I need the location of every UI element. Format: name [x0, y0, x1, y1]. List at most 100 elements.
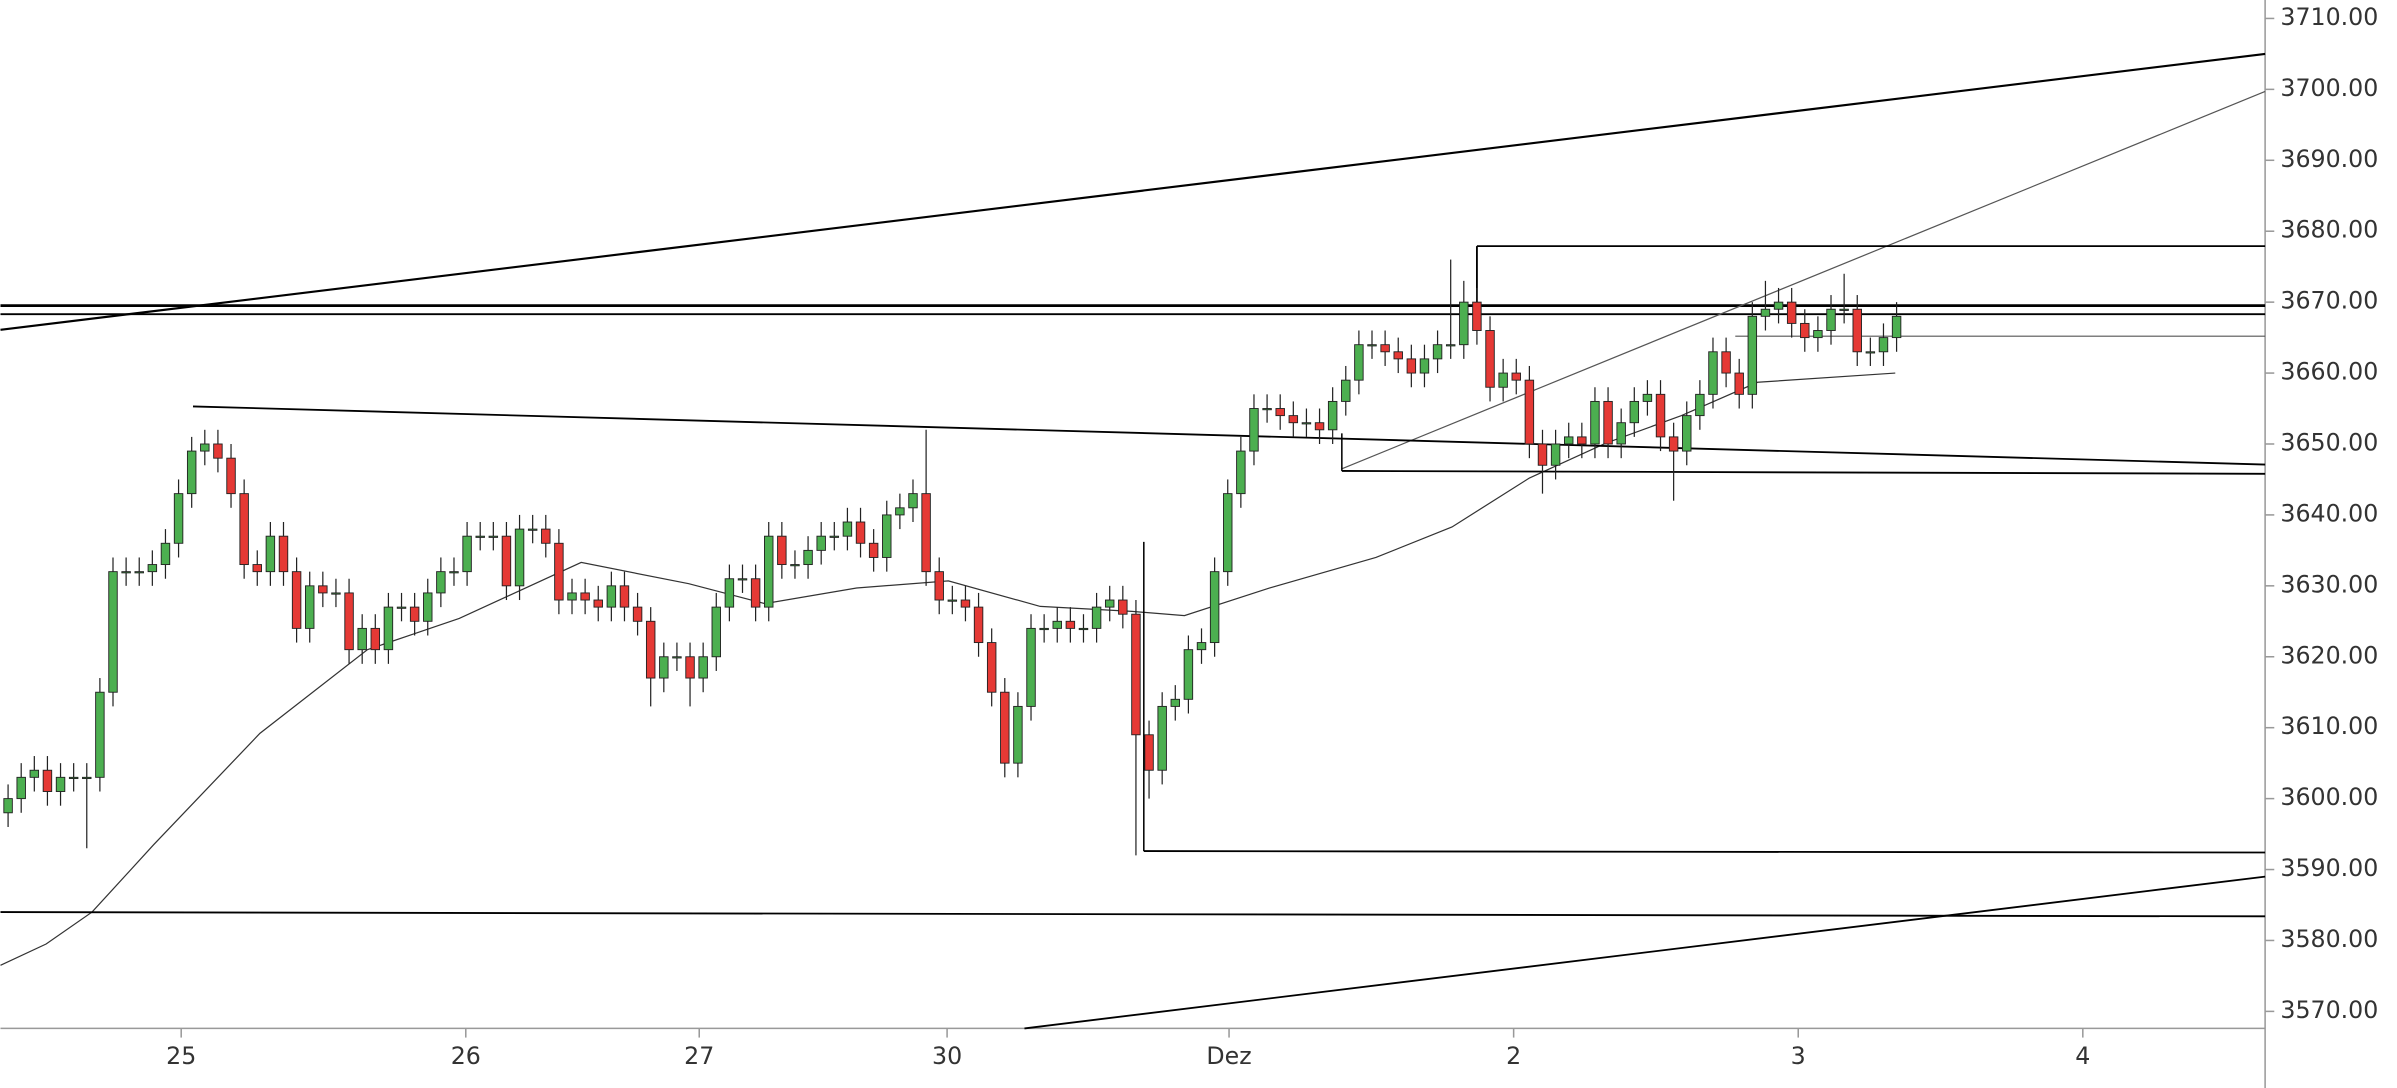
candle-body: [790, 564, 800, 567]
candle-body: [1747, 315, 1758, 395]
candle-body: [1800, 322, 1810, 339]
candle-body: [1065, 620, 1076, 629]
candle-body: [370, 627, 381, 651]
x-tick-label: 30: [932, 1042, 962, 1070]
candle-body: [1603, 400, 1613, 445]
candle-body: [449, 571, 459, 574]
candle-body: [1262, 408, 1272, 411]
drawn-line: [1341, 470, 2266, 475]
y-tick-label: 3710.00: [2280, 3, 2378, 31]
candle-body: [1223, 493, 1233, 573]
candle-body: [1026, 627, 1036, 707]
candle-body: [383, 606, 394, 651]
candle-body: [882, 514, 892, 558]
candle-body: [554, 542, 564, 601]
candle-body: [1590, 400, 1600, 445]
candle-body: [711, 606, 721, 658]
candle-body: [1209, 571, 1220, 644]
candle-body: [960, 599, 971, 608]
candle-body: [409, 606, 420, 622]
candle-body: [1852, 308, 1862, 353]
candle-body: [226, 457, 236, 495]
candle-body: [1459, 301, 1469, 346]
candle-body: [1734, 372, 1744, 395]
candle-body: [108, 571, 118, 693]
candle-body: [842, 521, 853, 537]
candle-body: [318, 585, 328, 594]
drawn-line: [1143, 850, 2266, 854]
y-tick-label: 3670.00: [2280, 287, 2378, 315]
candle-body: [1314, 422, 1325, 431]
candle-body: [921, 493, 931, 573]
y-tick-label: 3680.00: [2280, 216, 2378, 244]
candle-body: [29, 769, 40, 778]
candle-body: [580, 592, 590, 601]
y-tick-label: 3690.00: [2280, 145, 2378, 173]
candle-body: [488, 535, 499, 538]
candle-body: [895, 507, 905, 516]
candle-body: [1236, 450, 1246, 495]
candle-body: [632, 606, 643, 622]
candle-body: [291, 571, 302, 629]
candle-body: [803, 549, 813, 566]
candle-body: [947, 599, 958, 602]
candle-body: [672, 656, 682, 659]
candle-body: [764, 535, 774, 608]
candle-body: [1642, 393, 1653, 402]
candle-body: [200, 443, 210, 452]
candle-body: [55, 776, 66, 792]
candle-body: [1773, 301, 1784, 310]
candle-body: [986, 642, 997, 693]
candle-body: [1393, 351, 1403, 360]
candle-body: [1511, 372, 1521, 381]
candle-body: [436, 571, 446, 594]
candle-body: [1445, 344, 1456, 347]
candle-body: [344, 592, 354, 651]
candle-body: [501, 535, 512, 587]
candle-body: [1013, 705, 1023, 764]
candle-body: [396, 606, 407, 609]
y-tick-label: 3590.00: [2280, 854, 2378, 882]
candle-body: [527, 528, 538, 531]
candle-body: [1813, 330, 1823, 339]
y-tick-label: 3700.00: [2280, 74, 2378, 102]
candle-body: [1000, 691, 1010, 764]
x-tick-label: 3: [1791, 1042, 1806, 1070]
candle-body: [1301, 422, 1312, 425]
candle-body: [855, 521, 866, 544]
candle-body: [1498, 372, 1508, 388]
candle-body: [357, 627, 367, 651]
candle-body: [659, 656, 669, 679]
candle-body: [829, 535, 840, 538]
candle-body: [868, 542, 879, 558]
y-tick-label: 3610.00: [2280, 712, 2378, 740]
candle-body: [934, 571, 944, 601]
candle-body: [737, 578, 748, 581]
candle-body: [1524, 379, 1535, 445]
candle-body: [1655, 393, 1666, 438]
candle-body: [973, 606, 984, 644]
candle-body: [239, 493, 249, 566]
candle-body: [1183, 649, 1194, 700]
candle-body: [908, 493, 918, 509]
candle-body: [1419, 358, 1430, 374]
candle-body: [1878, 337, 1889, 353]
candle-body: [331, 592, 341, 595]
candle-body: [304, 585, 315, 629]
candle-body: [1354, 344, 1364, 381]
x-tick-label: 26: [451, 1042, 481, 1070]
candle-body: [1695, 393, 1705, 417]
candle-body: [1144, 734, 1154, 771]
candle-body: [1786, 301, 1797, 324]
candle-body: [619, 585, 630, 608]
candle-body: [1052, 620, 1062, 629]
candle-body: [1039, 627, 1049, 631]
candle-body: [1668, 436, 1679, 452]
candle-body: [698, 656, 708, 679]
candle-body: [514, 528, 525, 587]
candle-body: [1367, 344, 1377, 347]
candle-body: [1550, 443, 1561, 466]
candle-body: [68, 776, 79, 780]
candle-body: [1577, 436, 1587, 445]
